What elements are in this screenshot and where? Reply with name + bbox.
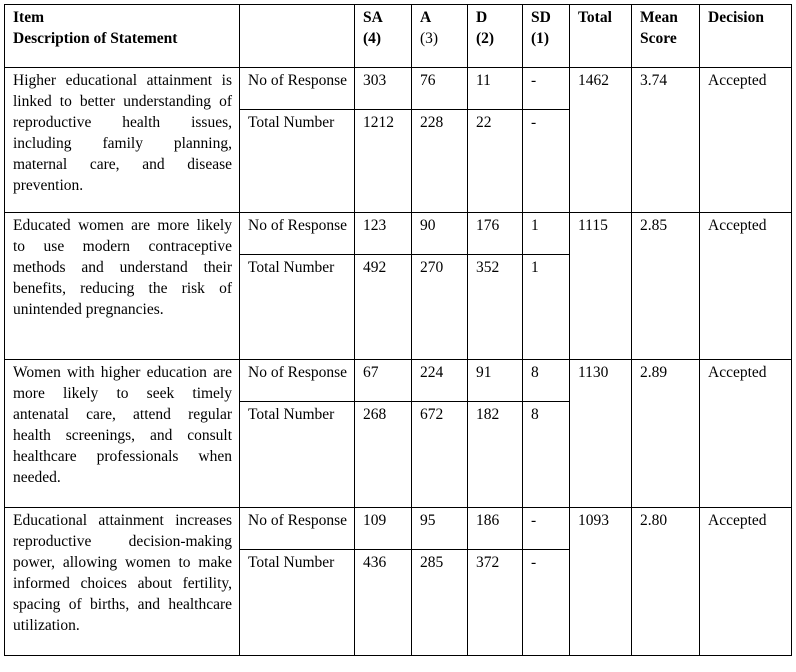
response-count: 91 (467, 359, 523, 402)
description-label: Description of Statement (13, 30, 178, 47)
row-label: Total Number (239, 401, 355, 508)
col-header: SA (4) (354, 4, 412, 68)
col-weight: (1) (531, 30, 550, 47)
response-row: Higher educational attainment is linked … (4, 67, 792, 213)
response-count: 224 (411, 359, 468, 402)
total: 1130 (569, 359, 632, 508)
response-count: 67 (354, 359, 412, 402)
response-count: - (522, 67, 570, 110)
page: Item Description of Statement SA (4) A (3)… (4, 4, 792, 656)
mean-score: 2.85 (631, 212, 700, 360)
total: 1093 (569, 507, 632, 656)
weighted-total: 285 (411, 549, 468, 656)
weighted-total: 436 (354, 549, 412, 656)
response-count: 95 (411, 507, 468, 550)
mean-header: Mean Score (631, 4, 700, 68)
response-count: - (522, 507, 570, 550)
weighted-total: 1 (522, 254, 570, 360)
weighted-total: 352 (467, 254, 523, 360)
statement: Educated women are more likely to use mo… (4, 212, 240, 360)
weighted-total: 492 (354, 254, 412, 360)
col-label: A (420, 9, 432, 26)
response-row: Women with higher education are more lik… (4, 359, 792, 508)
col-header: A (3) (411, 4, 468, 68)
col-weight: (2) (476, 30, 495, 47)
col-label: SA (363, 9, 383, 26)
decision: Accepted (699, 507, 792, 656)
response-count: 76 (411, 67, 468, 110)
weighted-total: 182 (467, 401, 523, 508)
statement: Higher educational attainment is linked … (4, 67, 240, 213)
total: 1462 (569, 67, 632, 213)
row-label: Total Number (239, 109, 355, 213)
survey-table: Item Description of Statement SA (4) A (3)… (4, 4, 792, 656)
weighted-total: - (522, 549, 570, 656)
row-label: No of Response (239, 507, 355, 550)
response-count: 8 (522, 359, 570, 402)
header-row: Item Description of Statement SA (4) A (3)… (4, 4, 792, 68)
response-row: Educational attainment increases reprodu… (4, 507, 792, 656)
row-label: No of Response (239, 67, 355, 110)
response-count: 186 (467, 507, 523, 550)
response-count: 176 (467, 212, 523, 255)
weighted-total: 22 (467, 109, 523, 213)
response-row: Educated women are more likely to use mo… (4, 212, 792, 360)
decision: Accepted (699, 67, 792, 213)
mean-score: 3.74 (631, 67, 700, 213)
blank-header (239, 4, 355, 68)
col-header: D (2) (467, 4, 523, 68)
row-label: Total Number (239, 549, 355, 656)
col-header: SD (1) (522, 4, 570, 68)
decision: Accepted (699, 212, 792, 360)
col-label: D (476, 9, 488, 26)
item-label: Item (13, 9, 44, 26)
weighted-total: 268 (354, 401, 412, 508)
total-row: Total Number 1212 228 22- (5, 109, 792, 213)
weighted-total: 672 (411, 401, 468, 508)
weighted-total: - (522, 109, 570, 213)
col-label: SD (531, 9, 551, 26)
total-row: Total Number 436 285 372- (5, 549, 792, 656)
decision-header: Decision (699, 4, 792, 68)
table-body: Higher educational attainment is linked … (4, 67, 792, 656)
col-weight: (3) (420, 30, 439, 47)
weighted-total: 1212 (354, 109, 412, 213)
weighted-total: 372 (467, 549, 523, 656)
response-count: 303 (354, 67, 412, 110)
row-label: Total Number (239, 254, 355, 360)
statement: Women with higher education are more lik… (4, 359, 240, 508)
total: 1115 (569, 212, 632, 360)
response-count: 90 (411, 212, 468, 255)
total-header: Total (569, 4, 632, 68)
response-count: 1 (522, 212, 570, 255)
weighted-total: 8 (522, 401, 570, 508)
row-label: No of Response (239, 212, 355, 255)
response-count: 11 (467, 67, 523, 110)
decision: Accepted (699, 359, 792, 508)
total-row: Total Number 492 270 352 1 (5, 254, 792, 360)
col-weight: (4) (363, 30, 382, 47)
mean-score: 2.89 (631, 359, 700, 508)
response-count: 123 (354, 212, 412, 255)
weighted-total: 270 (411, 254, 468, 360)
total-row: Total Number 268 672 182 8 (5, 401, 792, 508)
statement: Educational attainment increases reprodu… (4, 507, 240, 656)
mean-score: 2.80 (631, 507, 700, 656)
item-header: Item Description of Statement (4, 4, 240, 68)
weighted-total: 228 (411, 109, 468, 213)
response-count: 109 (354, 507, 412, 550)
row-label: No of Response (239, 359, 355, 402)
